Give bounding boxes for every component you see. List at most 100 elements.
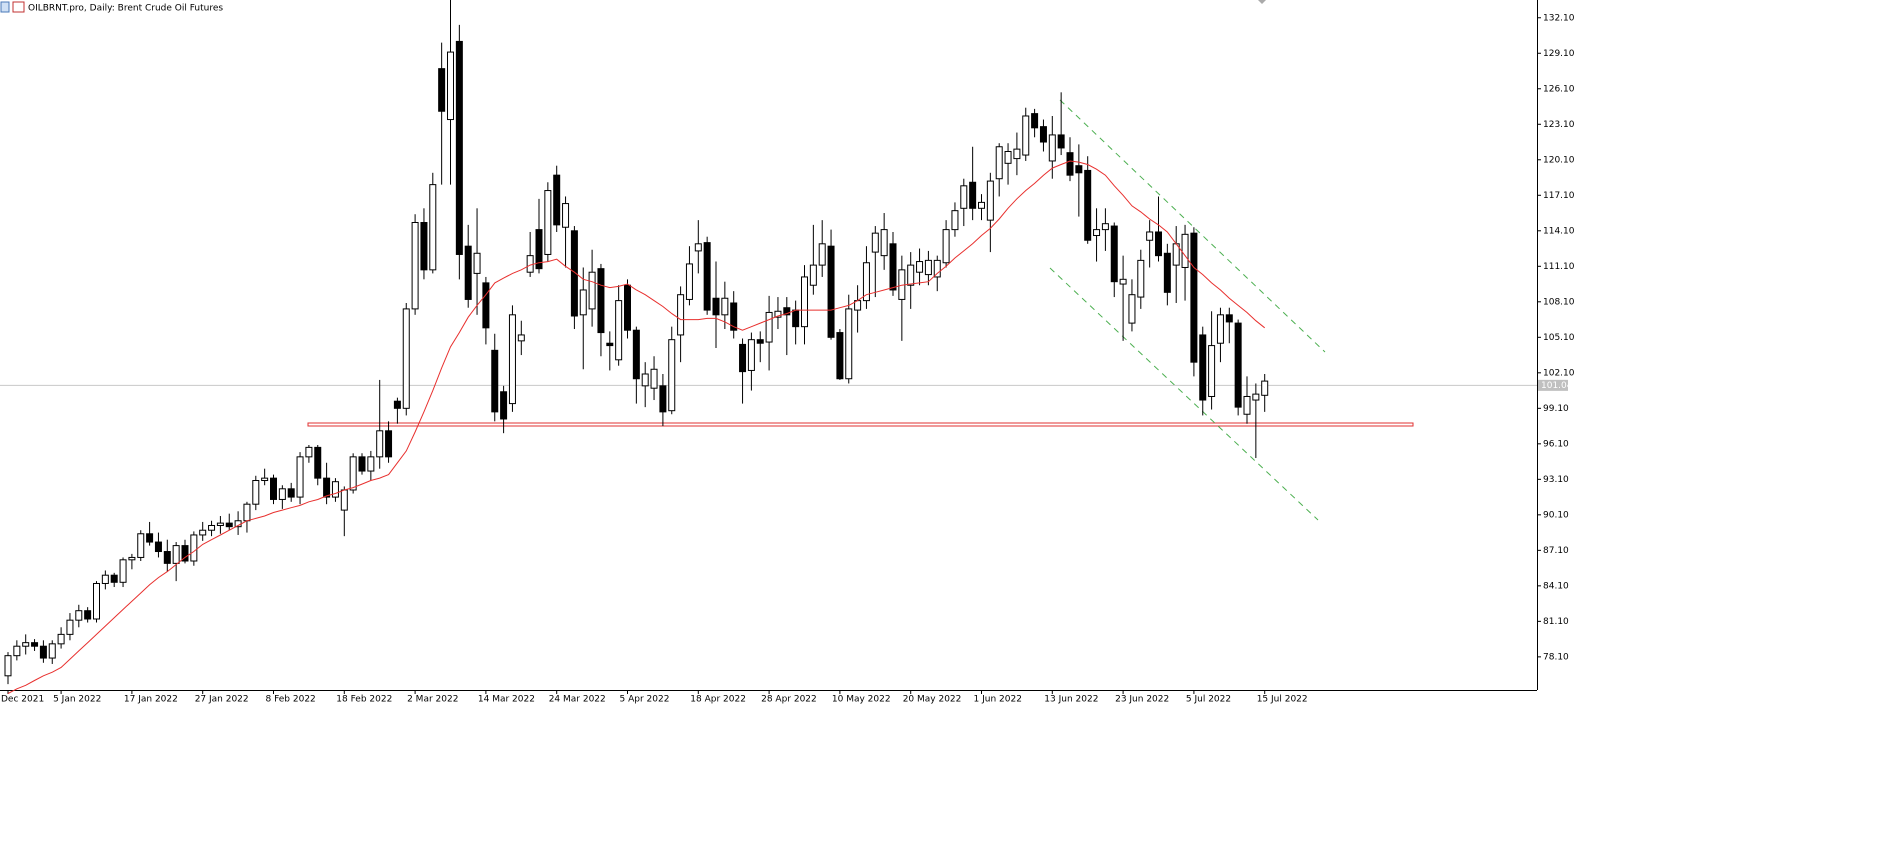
y-tick-label: 132.10 <box>1543 13 1575 23</box>
support-zone <box>307 422 1414 427</box>
candle-body <box>916 261 924 273</box>
candle-body <box>544 190 552 255</box>
candle-body <box>579 289 587 316</box>
candle-body <box>110 574 118 583</box>
candle-body <box>1137 259 1145 298</box>
candle-body <box>429 184 437 271</box>
candle-body <box>1004 150 1012 164</box>
y-tick-label: 129.10 <box>1543 49 1575 59</box>
candle-body <box>632 329 640 380</box>
candle-body <box>172 545 180 564</box>
candle-body <box>1075 165 1083 174</box>
candle-body <box>57 633 65 645</box>
candle-body <box>137 533 145 558</box>
candle-body <box>385 430 393 458</box>
candle-body <box>22 642 30 647</box>
candle-body <box>1243 395 1251 415</box>
candle-body <box>615 300 623 361</box>
x-tick-label: 24 Mar 2022 <box>549 695 606 705</box>
moving-average <box>7 160 1266 695</box>
candle-body <box>588 271 596 310</box>
candle-body <box>756 339 764 344</box>
candle-body <box>1101 223 1109 231</box>
y-tick-label: 78.10 <box>1543 652 1569 662</box>
candle-body <box>889 243 897 291</box>
candle-body <box>535 229 543 270</box>
candle-body <box>66 619 74 635</box>
candle-body <box>1013 148 1021 160</box>
y-tick-label: 114.10 <box>1543 226 1575 236</box>
menu-icon[interactable] <box>0 1 10 13</box>
y-tick-label: 108.10 <box>1543 297 1575 307</box>
candle-body <box>783 307 791 316</box>
x-tick-label: 1 Jun 2022 <box>974 695 1022 705</box>
candle-body <box>358 456 366 472</box>
candle-body <box>553 174 561 226</box>
candle-body <box>482 282 490 329</box>
candle-body <box>606 342 614 347</box>
candle-body <box>349 456 357 491</box>
candle-body <box>570 230 578 317</box>
candle-body <box>703 242 711 311</box>
candle-body <box>1216 314 1224 344</box>
y-tick-label: 105.10 <box>1543 333 1575 343</box>
candle-body <box>1093 229 1101 237</box>
candle-body <box>624 284 631 331</box>
x-tick-label: 27 Jan 2022 <box>195 695 249 705</box>
x-tick-label: 18 Feb 2022 <box>336 695 392 705</box>
x-tick-label: Dec 2021 <box>1 695 44 705</box>
candle-body <box>933 259 941 278</box>
candle-body <box>455 40 463 255</box>
candle-body <box>526 255 534 273</box>
candle-body <box>677 294 685 336</box>
candle-body <box>500 391 508 420</box>
candle-body <box>1190 232 1198 363</box>
shift-marker <box>1258 0 1266 4</box>
candle-body <box>562 203 570 228</box>
x-tick-label: 23 Jun 2022 <box>1115 695 1169 705</box>
candle-body <box>765 311 773 343</box>
candle-body <box>93 582 100 620</box>
candle-body <box>508 314 516 405</box>
candle-body <box>154 541 162 553</box>
y-tick-label: 99.10 <box>1543 404 1569 414</box>
candle-body <box>1234 322 1242 408</box>
y-tick-label: 87.10 <box>1543 546 1569 556</box>
y-tick-label: 111.10 <box>1543 262 1575 272</box>
y-tick-label: 117.10 <box>1543 191 1575 201</box>
candle-body <box>1199 334 1207 401</box>
candle-body <box>1066 152 1074 176</box>
channel-upper <box>1059 99 1326 353</box>
candle-body <box>818 243 826 266</box>
candle-body <box>1146 231 1154 241</box>
candle-body <box>1155 231 1162 257</box>
candle-body <box>641 373 649 387</box>
candle-body <box>438 68 446 112</box>
x-tick-label: 28 Apr 2022 <box>761 695 817 705</box>
candle-body <box>845 308 853 380</box>
candle-body <box>314 446 322 479</box>
candle-body <box>907 264 915 286</box>
candle-body <box>978 201 985 209</box>
candle-body <box>4 655 12 677</box>
candle-body <box>597 268 605 334</box>
candle-body <box>1048 134 1056 162</box>
candle-body <box>181 545 189 562</box>
candle-body <box>119 559 127 583</box>
y-tick-label: 90.10 <box>1543 510 1569 520</box>
candle-body <box>243 503 251 522</box>
candle-body <box>305 446 313 458</box>
candle-body <box>261 477 269 482</box>
x-tick-label: 13 Jun 2022 <box>1044 695 1098 705</box>
candle-body <box>420 222 428 271</box>
candle-body <box>225 522 233 528</box>
candle-body <box>75 610 83 621</box>
candle-body <box>739 343 747 373</box>
y-tick-label: 96.10 <box>1543 439 1569 449</box>
x-tick-label: 18 Apr 2022 <box>690 695 746 705</box>
candle-body <box>464 245 472 300</box>
candle-body <box>1084 169 1092 241</box>
candle-body <box>491 349 499 413</box>
symbol-icon[interactable] <box>12 1 25 13</box>
candle-body <box>880 229 888 257</box>
